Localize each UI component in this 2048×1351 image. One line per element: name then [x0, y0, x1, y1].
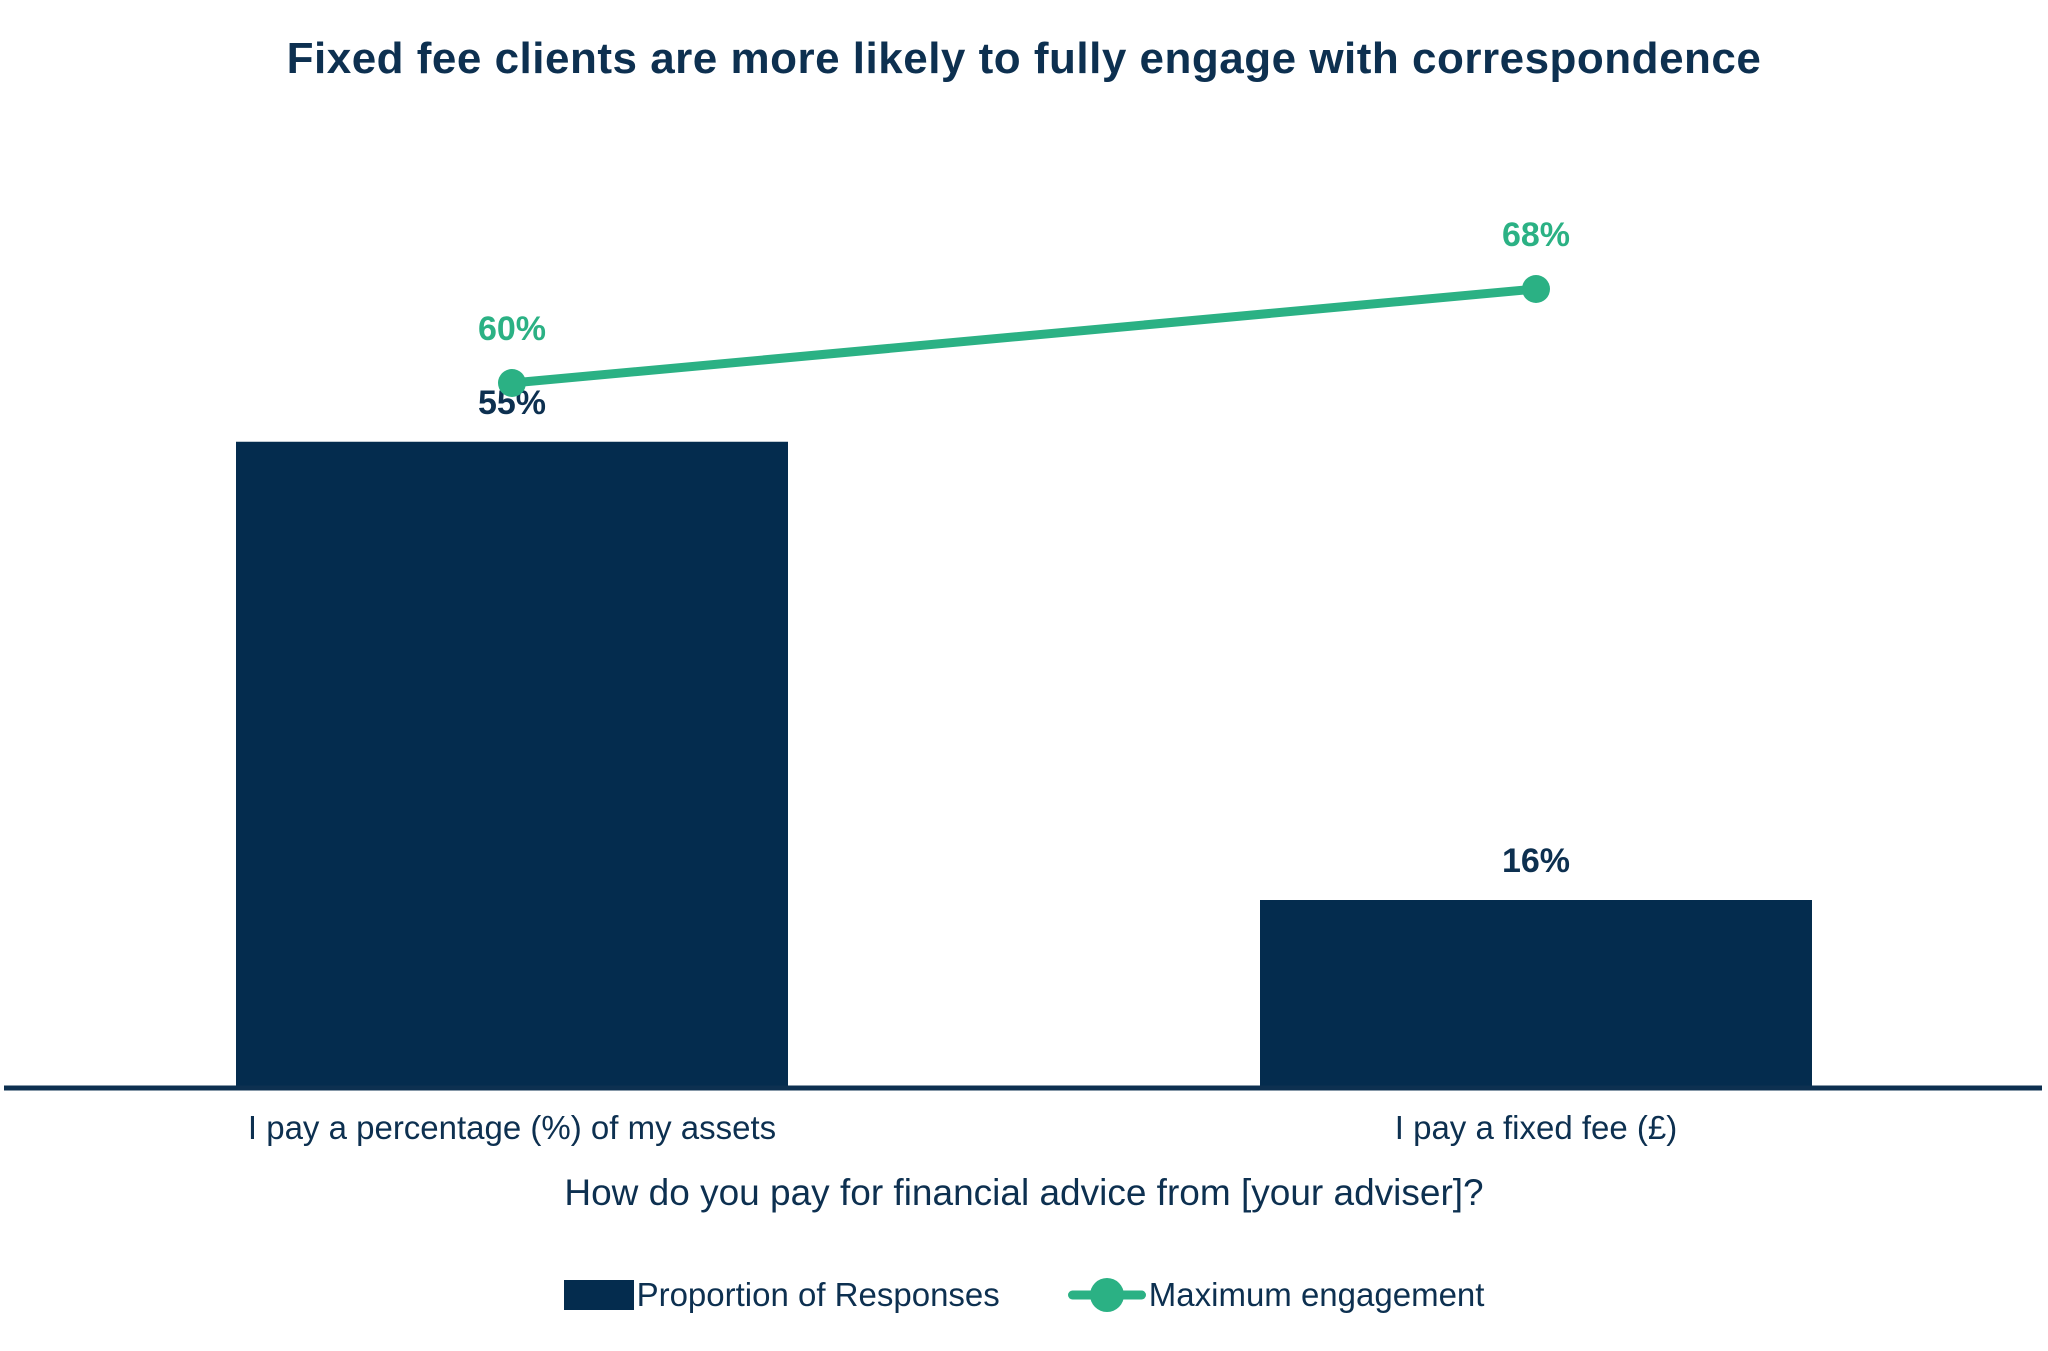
bar-0 — [236, 441, 788, 1088]
legend-line-dot — [1089, 1278, 1124, 1312]
x-axis-title: How do you pay for financial advice from… — [564, 1172, 1484, 1213]
chart-legend: Proportion of Responses Maximum engageme… — [0, 1272, 2048, 1318]
bar-data-label-1: 16% — [1502, 842, 1570, 880]
line-data-label-1: 68% — [1502, 216, 1570, 254]
bar-1 — [1260, 900, 1812, 1088]
legend-item-maximum-engagement: Maximum engagement — [1067, 1276, 1485, 1314]
engagement-line — [507, 284, 1541, 388]
legend-label: Maximum engagement — [1148, 1276, 1485, 1313]
x-category-label-fixed-fee: I pay a fixed fee (£) — [1394, 1109, 1678, 1146]
chart-title: Fixed fee clients are more likely to ful… — [286, 34, 1762, 83]
line-marker-0 — [498, 369, 526, 397]
line-data-label-0: 60% — [478, 310, 546, 348]
bar-series-swatch-icon — [563, 1280, 634, 1310]
legend-label: Proportion of Responses — [636, 1276, 1000, 1313]
line-series-swatch-icon — [1067, 1278, 1146, 1312]
x-category-label-percentage: I pay a percentage (%) of my assets — [247, 1109, 777, 1146]
line-marker-1 — [1522, 275, 1550, 303]
legend-item-proportion-of-responses: Proportion of Responses — [563, 1276, 1000, 1314]
